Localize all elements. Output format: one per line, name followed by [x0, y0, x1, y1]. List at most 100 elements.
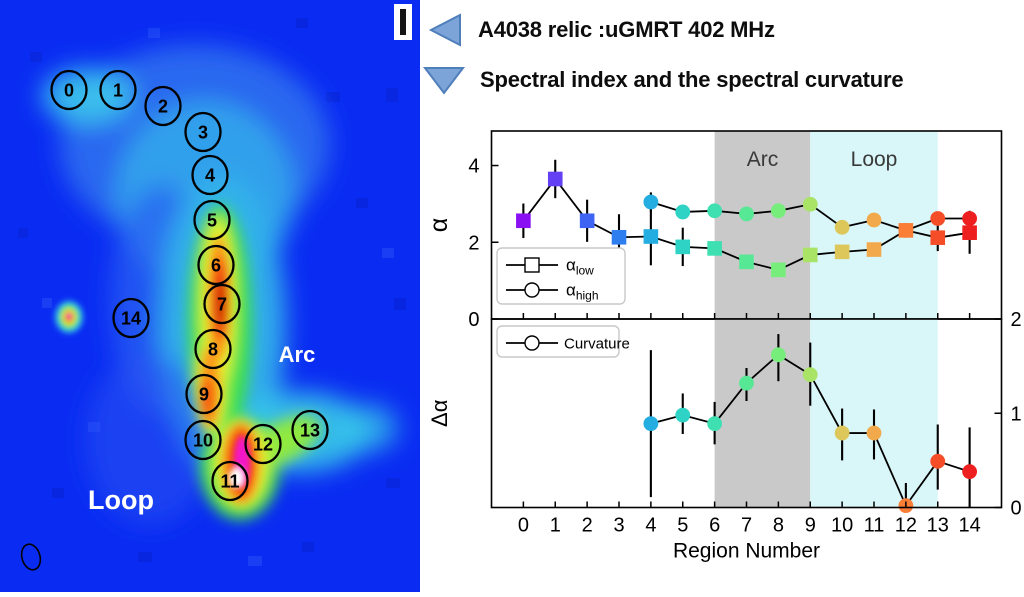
data-point-circle — [834, 219, 850, 235]
region-circle-6 — [197, 244, 235, 286]
header-line-2: Spectral index and the spectral curvatur… — [422, 64, 904, 96]
region-circle-8 — [194, 328, 232, 370]
band-arc — [714, 131, 811, 319]
data-point-square — [739, 254, 754, 270]
data-point-circle — [930, 211, 946, 226]
data-point-circle — [962, 464, 978, 480]
region-number-4: 4 — [205, 166, 215, 186]
x-tick-label: 5 — [677, 515, 688, 537]
data-point-circle — [802, 367, 818, 383]
data-point-square — [898, 223, 914, 238]
region-number-7: 7 — [217, 295, 227, 315]
x-tick-label: 9 — [805, 515, 816, 537]
region-circle-13 — [291, 409, 329, 451]
map-text-labels: Arc Loop — [88, 342, 315, 515]
down-arrow-icon — [422, 67, 466, 95]
data-point-square — [834, 244, 850, 260]
data-point-square — [866, 242, 882, 257]
data-point-circle — [675, 204, 691, 220]
data-point-circle — [675, 407, 691, 423]
header-line-1: A4038 relic :uGMRT 402 MHz — [426, 12, 775, 48]
region-number-5: 5 — [207, 211, 217, 231]
data-point-square — [547, 171, 563, 187]
x-tick-label: 0 — [518, 515, 529, 537]
region-number-2: 2 — [158, 97, 168, 117]
legend-label: αlow — [566, 256, 594, 278]
legend-square-icon — [524, 257, 540, 273]
x-axis-label: Region Number — [673, 540, 820, 563]
band-shade — [714, 319, 811, 508]
data-point-circle — [866, 212, 882, 228]
data-point-square — [802, 247, 818, 263]
legend-label: Curvature — [564, 336, 630, 353]
data-point-circle — [643, 194, 659, 210]
data-point-circle — [866, 425, 882, 441]
region-number-0: 0 — [64, 81, 74, 101]
analysis-panel: A4038 relic :uGMRT 402 MHz Spectral inde… — [420, 0, 1024, 592]
data-point-circle — [643, 416, 659, 432]
header-subtitle: Spectral index and the spectral curvatur… — [480, 67, 904, 92]
region-number-14: 14 — [121, 309, 141, 329]
loop-label: Loop — [88, 485, 154, 515]
data-point-circle — [770, 203, 786, 219]
data-point-circle — [802, 196, 818, 212]
region-circle-4 — [191, 154, 229, 196]
x-tick-label: 11 — [864, 515, 885, 537]
y-tick-label: 4 — [468, 156, 479, 178]
region-circle-11 — [211, 460, 249, 502]
x-tick-label: 2 — [582, 515, 593, 537]
region-circle-3 — [184, 111, 222, 153]
legend-box — [496, 325, 620, 358]
left-arrow-icon — [428, 13, 461, 47]
data-point-circle — [739, 375, 754, 391]
data-point-square — [962, 225, 977, 240]
data-point-square — [707, 241, 722, 256]
x-tick-label: 1 — [550, 515, 561, 537]
data-point-circle — [962, 211, 978, 226]
y-axis-label: Δα — [427, 399, 452, 427]
header-title: A4038 relic :uGMRT 402 MHz — [478, 17, 775, 42]
data-point-square — [643, 229, 659, 244]
y-tick-right-label: 0 — [1011, 498, 1022, 520]
compact-source — [55, 301, 83, 333]
data-point-square — [930, 230, 946, 245]
region-number-13: 13 — [300, 421, 320, 441]
region-circle-5 — [193, 199, 231, 241]
data-point-square — [579, 213, 595, 229]
data-point-circle — [739, 206, 754, 222]
scale-marker-icon — [394, 4, 412, 40]
region-circle-12 — [244, 423, 282, 465]
data-point-square — [516, 213, 531, 229]
legend: Curvature — [496, 325, 630, 358]
band-label: Loop — [851, 148, 898, 171]
band-label: Arc — [747, 148, 779, 171]
x-tick-label: 7 — [741, 515, 752, 537]
radio-map-panel: 0 1 2 3 4 5 6 7 8 9 10 11 12 13 14 Arc Loop — [0, 0, 420, 592]
region-circle-1 — [99, 69, 137, 111]
x-tick-label: 12 — [895, 515, 917, 537]
data-point-circle — [834, 425, 850, 441]
data-point-square — [675, 239, 691, 255]
x-tick-label: 3 — [613, 515, 624, 537]
region-circle-0 — [50, 69, 88, 111]
region-circle-14 — [112, 297, 150, 339]
region-circle-9 — [185, 373, 223, 415]
data-point-circle — [770, 347, 786, 363]
region-number-10: 10 — [193, 431, 213, 451]
data-point-square — [611, 229, 627, 245]
legend-circle-icon — [524, 282, 540, 298]
region-number-11: 11 — [220, 472, 239, 492]
y-tick-label: 2 — [468, 232, 479, 254]
x-tick-label: 13 — [927, 515, 949, 537]
region-circle-7 — [203, 283, 241, 325]
region-number-12: 12 — [253, 435, 273, 455]
region-number-3: 3 — [198, 123, 208, 143]
y-tick-right-label: 1 — [1011, 403, 1022, 425]
legend-circle-icon — [524, 335, 540, 351]
map-noise-speckles — [18, 18, 406, 566]
region-number-9: 9 — [199, 385, 209, 405]
